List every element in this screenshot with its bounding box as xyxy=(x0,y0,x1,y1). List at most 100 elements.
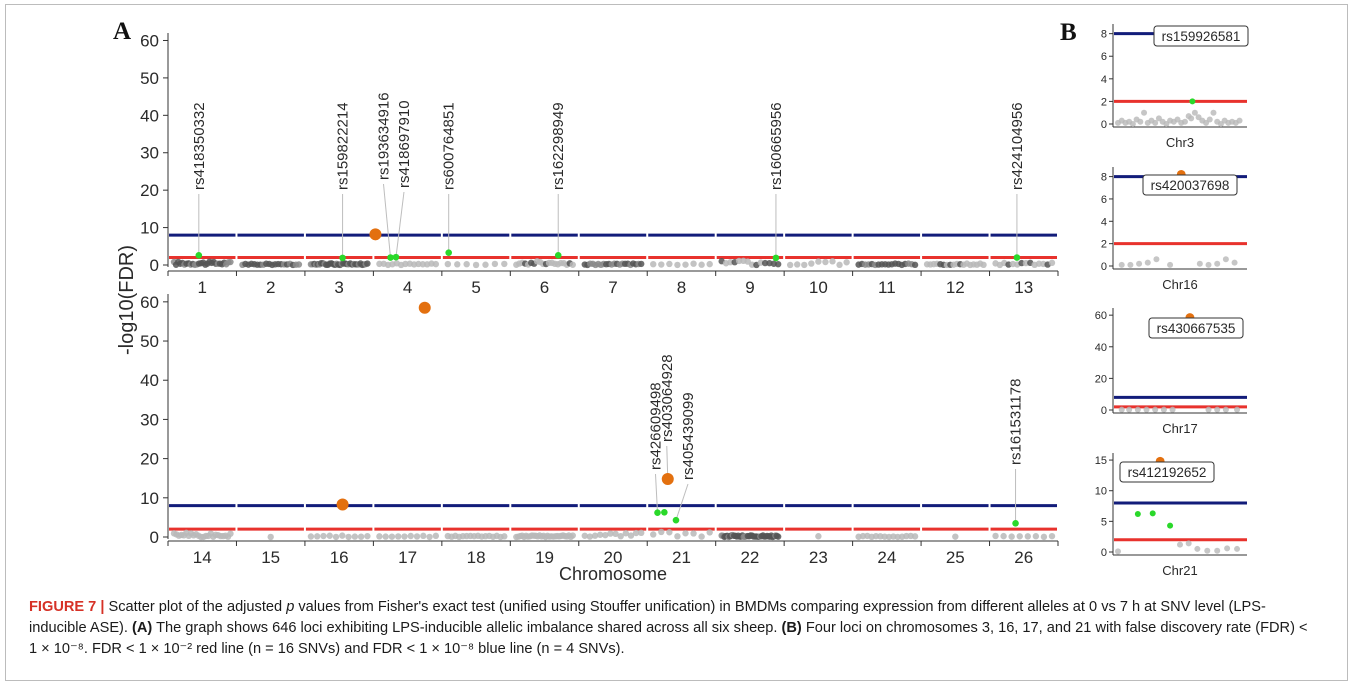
background-point xyxy=(407,532,414,540)
background-point xyxy=(829,258,836,265)
background-point xyxy=(698,533,705,540)
grey-point xyxy=(1205,406,1212,413)
background-point xyxy=(463,260,470,268)
background-point xyxy=(569,532,576,539)
background-point xyxy=(794,261,801,268)
chromosome-label: 25 xyxy=(946,548,965,567)
chromosome-label: 18 xyxy=(467,548,486,567)
background-point xyxy=(617,532,624,540)
snv-label: rs418350332 xyxy=(191,102,208,190)
grey-point xyxy=(1153,256,1160,263)
green-point xyxy=(1134,511,1141,517)
snv-label: rs418697910 xyxy=(396,100,413,188)
green-snv-point xyxy=(392,253,400,261)
green-snv-point xyxy=(1012,519,1019,527)
background-point xyxy=(426,533,433,541)
chromosome-label: 23 xyxy=(809,548,828,567)
chromosome-label: 8 xyxy=(677,278,686,297)
background-point xyxy=(420,532,427,540)
grey-point xyxy=(1118,406,1125,413)
green-snv-point xyxy=(772,254,780,262)
grey-point xyxy=(1181,118,1188,125)
mini-y-tick-label: 8 xyxy=(1101,172,1107,184)
background-point xyxy=(612,530,619,538)
background-point xyxy=(980,261,987,269)
caption-text-1: Scatter plot of the adjusted xyxy=(104,599,287,615)
grey-point xyxy=(1188,115,1195,122)
grey-point xyxy=(1137,118,1144,125)
background-point xyxy=(607,530,614,537)
background-point xyxy=(666,260,673,268)
background-point xyxy=(1008,533,1015,540)
mini-y-tick-label: 2 xyxy=(1101,239,1107,251)
y-tick-label: 30 xyxy=(140,144,159,163)
grey-point xyxy=(1118,261,1125,268)
grey-point xyxy=(1204,547,1211,554)
background-point xyxy=(706,529,713,536)
background-point xyxy=(911,261,919,269)
grey-point xyxy=(1222,406,1229,413)
background-point xyxy=(591,532,599,539)
snv-box-label: rs420037698 xyxy=(1151,178,1230,193)
background-point xyxy=(674,533,681,540)
mini-y-tick-label: 0 xyxy=(1101,261,1107,273)
background-point xyxy=(1048,259,1056,267)
grey-point xyxy=(1129,121,1136,127)
x-axis-title: Chromosome xyxy=(559,564,667,584)
chromosome-label: 2 xyxy=(266,278,275,297)
background-point xyxy=(472,261,480,269)
green-snv-point xyxy=(554,251,562,259)
snv-label-box xyxy=(1153,25,1249,47)
grey-point xyxy=(1152,119,1159,126)
snv-box-label: rs412192652 xyxy=(1128,465,1207,480)
label-connector xyxy=(655,473,658,513)
background-point xyxy=(364,532,371,540)
background-point xyxy=(267,533,274,541)
panel-label-b: B xyxy=(1060,19,1077,46)
grey-point xyxy=(1143,406,1150,413)
background-point xyxy=(501,260,508,268)
chromosome-label: 12 xyxy=(946,278,965,297)
orange-snv-point xyxy=(418,301,431,314)
mini-x-axis-title: Chr3 xyxy=(1166,135,1194,150)
y-tick-label: 50 xyxy=(140,332,159,351)
y-tick-label: 10 xyxy=(140,489,159,508)
background-point xyxy=(1040,533,1048,541)
grey-point xyxy=(1224,545,1231,552)
mini-y-tick-label: 15 xyxy=(1095,455,1107,467)
mini-x-axis-title: Chr16 xyxy=(1162,277,1197,292)
y-tick-label: 0 xyxy=(150,256,159,275)
background-point xyxy=(992,532,999,540)
y-tick-label: 60 xyxy=(140,31,159,50)
grey-point xyxy=(1196,260,1203,267)
background-point xyxy=(376,533,383,540)
snv-label: rs162298949 xyxy=(550,102,567,190)
background-point xyxy=(911,533,919,540)
background-point xyxy=(364,260,371,267)
background-point xyxy=(345,533,352,541)
y-tick-label: 20 xyxy=(140,181,159,200)
grey-point xyxy=(1144,259,1151,266)
background-point xyxy=(332,533,340,541)
background-point xyxy=(658,261,665,268)
chromosome-label: 26 xyxy=(1014,548,1033,567)
background-point xyxy=(395,533,402,540)
y-axis-title: -log10(FDR) xyxy=(116,245,138,355)
mini-y-tick-label: 4 xyxy=(1101,74,1107,86)
green-point xyxy=(1149,510,1156,517)
grey-point xyxy=(1234,545,1241,552)
snv-label: rs161531178 xyxy=(1008,379,1025,465)
background-point xyxy=(650,260,657,268)
grey-point xyxy=(1214,547,1221,554)
chromosome-label: 17 xyxy=(398,548,417,567)
mini-x-axis-title: Chr21 xyxy=(1162,563,1197,578)
mini-y-tick-label: 8 xyxy=(1101,29,1107,41)
background-point xyxy=(401,533,408,540)
grey-point xyxy=(1236,117,1243,124)
chromosome-label: 5 xyxy=(471,278,480,297)
snv-label: rs193634916 xyxy=(376,92,393,180)
background-point xyxy=(454,261,461,268)
chromosome-label: 15 xyxy=(261,548,280,567)
background-point xyxy=(682,530,689,537)
mini-y-tick-label: 0 xyxy=(1101,405,1107,417)
